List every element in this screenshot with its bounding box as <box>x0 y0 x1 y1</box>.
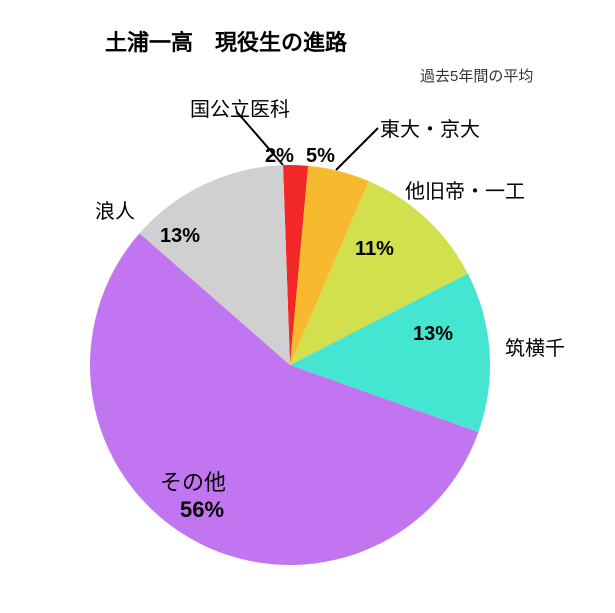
slice-label: 東大・京大 <box>380 113 480 142</box>
slice-label: 国公立医科 <box>190 93 290 122</box>
slice-label: 浪人 <box>95 195 135 224</box>
pie-chart <box>0 0 615 613</box>
slice-percent: 56% <box>180 497 224 523</box>
slice-label: その他 <box>160 465 226 497</box>
slice-percent: 13% <box>160 225 200 248</box>
slice-percent: 2% <box>265 145 294 168</box>
slice-percent: 13% <box>413 323 453 346</box>
slice-label: 筑横千 <box>505 332 565 361</box>
slice-percent: 11% <box>355 238 394 261</box>
slice-label: 他旧帝・一工 <box>405 175 525 204</box>
slice-percent: 5% <box>306 145 335 168</box>
leader-line <box>336 128 378 170</box>
